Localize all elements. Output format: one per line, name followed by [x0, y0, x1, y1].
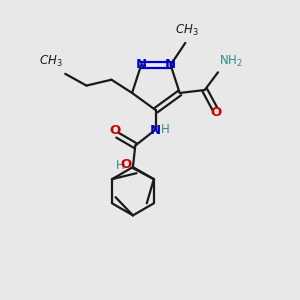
Text: O: O: [109, 124, 120, 137]
Text: N: N: [136, 58, 147, 71]
Text: H: H: [116, 158, 124, 172]
Text: NH$_2$: NH$_2$: [219, 54, 243, 69]
Text: N: N: [165, 58, 176, 71]
Text: CH$_3$: CH$_3$: [175, 22, 199, 38]
Text: H: H: [161, 124, 170, 136]
Text: CH$_3$: CH$_3$: [39, 54, 62, 69]
Text: O: O: [121, 158, 132, 171]
Text: O: O: [211, 106, 222, 119]
Text: N: N: [149, 124, 161, 137]
